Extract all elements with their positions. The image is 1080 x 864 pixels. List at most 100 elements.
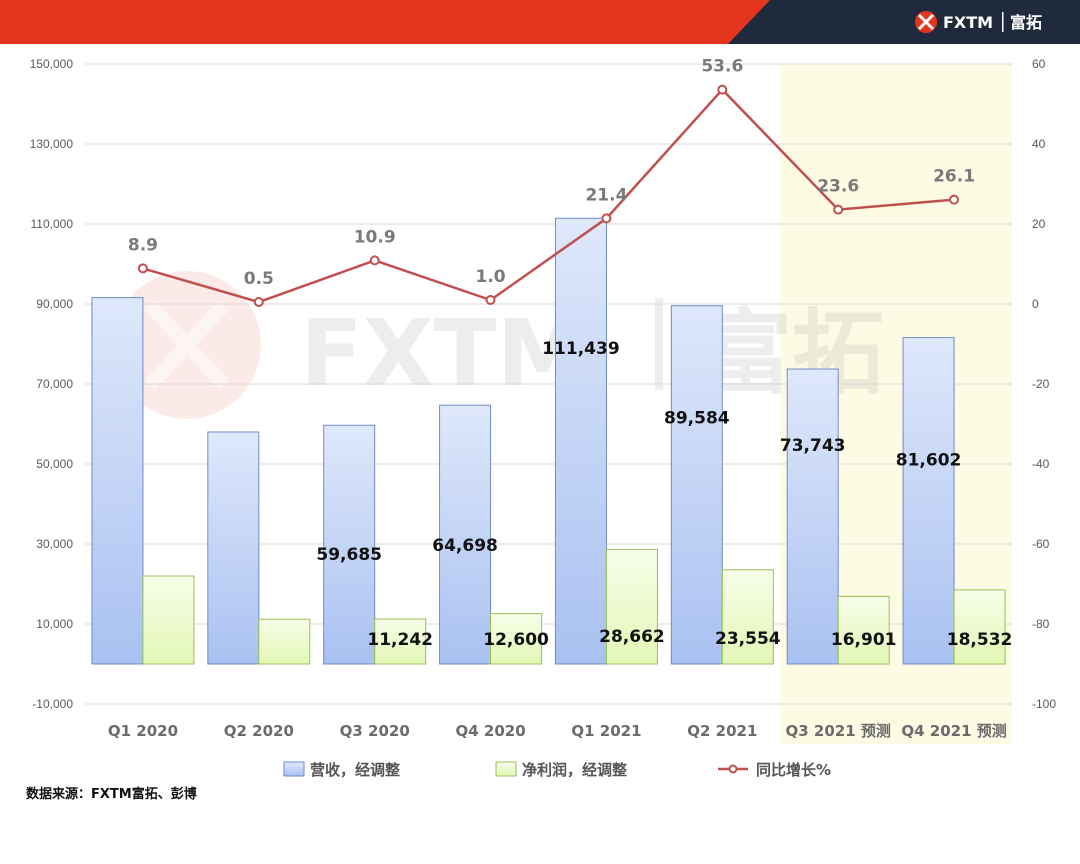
legend-swatch-profit bbox=[495, 761, 517, 777]
profit-bar[interactable] bbox=[258, 618, 311, 665]
growth-data-label: 23.6 bbox=[817, 177, 859, 197]
data-labels: 59,685 64,698 111,439 89,584 73,743 81,602 11,… bbox=[128, 57, 1012, 650]
fxtm-logo: FXTM 富拓 bbox=[915, 11, 1042, 33]
right-tick-label: -100 bbox=[1032, 697, 1056, 711]
profit-bar[interactable] bbox=[953, 589, 1006, 665]
right-tick-label: -20 bbox=[1032, 377, 1050, 391]
profit-bar[interactable] bbox=[490, 613, 543, 665]
revenue-bar[interactable] bbox=[554, 217, 607, 665]
profit-data-label: 16,901 bbox=[831, 630, 897, 650]
left-tick-label: 90,000 bbox=[36, 297, 73, 311]
revenue-bar[interactable] bbox=[323, 424, 376, 665]
header-navy-band bbox=[728, 0, 1080, 44]
growth-point[interactable] bbox=[253, 297, 264, 307]
profit-data-label: 28,662 bbox=[599, 627, 665, 647]
watermark-logo-cross bbox=[144, 300, 230, 390]
profit-data-label: 11,242 bbox=[367, 630, 433, 650]
revenue-bar[interactable] bbox=[91, 297, 144, 665]
growth-data-label: 0.5 bbox=[244, 269, 274, 289]
revenue-bar[interactable] bbox=[670, 305, 723, 665]
category-label: Q1 2020 bbox=[108, 722, 178, 740]
legend-label-revenue: 营收，经调整 bbox=[310, 761, 400, 779]
profit-bar[interactable] bbox=[142, 575, 195, 665]
category-label: Q4 2020 bbox=[455, 722, 525, 740]
profit-bar[interactable] bbox=[837, 595, 890, 665]
profit-bar[interactable] bbox=[721, 569, 774, 665]
growth-data-label: 53.6 bbox=[701, 57, 743, 77]
legend-swatch-revenue bbox=[283, 761, 305, 777]
profit-bar[interactable] bbox=[605, 548, 658, 665]
revenue-bar[interactable] bbox=[439, 404, 492, 665]
right-tick-label: 20 bbox=[1032, 217, 1046, 231]
source-note: 数据来源：FXTM富拓、彭博 bbox=[26, 786, 197, 802]
growth-data-label: 26.1 bbox=[933, 167, 975, 187]
left-tick-label: 150,000 bbox=[30, 57, 74, 71]
left-axis: -10,000 10,000 30,000 50,000 70,000 90,000 110… bbox=[30, 57, 74, 711]
chart-card: FXTM 富拓 FXTM 富拓 -10,000 10,000 30,000 50,00… bbox=[0, 0, 1080, 802]
growth-point[interactable] bbox=[485, 295, 496, 305]
legend-item-growth[interactable]: 同比增长% bbox=[718, 761, 831, 779]
growth-point[interactable] bbox=[949, 194, 960, 205]
growth-point[interactable] bbox=[601, 213, 612, 224]
growth-point[interactable] bbox=[369, 255, 380, 266]
bar-series bbox=[91, 217, 1006, 665]
logo-text: FXTM bbox=[943, 13, 993, 32]
growth-data-label: 8.9 bbox=[128, 235, 158, 255]
right-tick-label: -80 bbox=[1032, 617, 1050, 631]
watermark-text: FXTM bbox=[300, 300, 588, 407]
left-tick-label: 70,000 bbox=[36, 377, 73, 391]
revenue-data-label: 64,698 bbox=[432, 536, 498, 556]
logo-text-cn: 富拓 bbox=[1010, 13, 1042, 32]
category-label: Q3 2020 bbox=[340, 722, 410, 740]
growth-point[interactable] bbox=[833, 204, 844, 215]
revenue-data-label: 73,743 bbox=[780, 436, 846, 456]
revenue-bar[interactable] bbox=[902, 337, 955, 665]
growth-line-series bbox=[137, 84, 960, 307]
category-label: Q1 2021 bbox=[571, 722, 641, 740]
left-tick-label: 30,000 bbox=[36, 537, 73, 551]
category-label: Q2 2020 bbox=[224, 722, 294, 740]
profit-data-label: 23,554 bbox=[715, 629, 781, 649]
revenue-bar[interactable] bbox=[786, 368, 839, 665]
legend-item-profit[interactable]: 净利润，经调整 bbox=[495, 761, 627, 779]
watermark-divider bbox=[655, 298, 663, 390]
left-tick-label: 50,000 bbox=[36, 457, 73, 471]
left-tick-label: 110,000 bbox=[31, 217, 74, 231]
growth-data-label: 10.9 bbox=[354, 227, 396, 247]
growth-data-label: 1.0 bbox=[476, 267, 506, 287]
logo-mark-cross bbox=[917, 13, 935, 31]
legend-marker-growth bbox=[728, 764, 738, 774]
revenue-data-label: 89,584 bbox=[664, 409, 730, 429]
right-tick-label: 40 bbox=[1032, 137, 1046, 151]
revenue-data-label: 59,685 bbox=[316, 545, 382, 565]
category-label: Q4 2021 预测 bbox=[901, 722, 1006, 740]
right-tick-label: -40 bbox=[1032, 457, 1050, 471]
revenue-data-label: 81,602 bbox=[896, 451, 962, 471]
growth-line bbox=[142, 87, 955, 304]
category-label: Q2 2021 bbox=[687, 722, 757, 740]
left-tick-label: 10,000 bbox=[36, 617, 73, 631]
profit-bar[interactable] bbox=[374, 618, 427, 665]
watermark: FXTM 富拓 bbox=[113, 271, 884, 419]
left-tick-label: -10,000 bbox=[32, 697, 73, 711]
revenue-bar[interactable] bbox=[207, 431, 260, 665]
legend-label-profit: 净利润，经调整 bbox=[522, 761, 627, 779]
right-tick-label: -60 bbox=[1032, 537, 1050, 551]
revenue-profit-chart: FXTM 富拓 -10,000 10,000 30,000 50,000 70,000 9… bbox=[26, 57, 1056, 802]
brand-header: FXTM 富拓 bbox=[0, 0, 1080, 44]
right-axis: -100 -80 -60 -40 -20 0 20 40 60 bbox=[1032, 57, 1056, 711]
profit-data-label: 18,532 bbox=[947, 630, 1013, 650]
right-tick-label: 0 bbox=[1032, 297, 1039, 311]
legend: 营收，经调整 净利润，经调整 同比增长% bbox=[283, 761, 831, 779]
category-label: Q3 2021 预测 bbox=[785, 722, 890, 740]
profit-data-label: 12,600 bbox=[483, 630, 549, 650]
right-tick-label: 60 bbox=[1032, 57, 1046, 71]
category-labels: Q1 2020 Q2 2020 Q3 2020 Q4 2020 Q1 2021 Q2 20… bbox=[108, 722, 1007, 740]
revenue-data-label: 111,439 bbox=[542, 339, 619, 359]
left-tick-label: 130,000 bbox=[30, 137, 74, 151]
legend-item-revenue[interactable]: 营收，经调整 bbox=[283, 761, 400, 779]
growth-point[interactable] bbox=[137, 263, 148, 274]
logo-divider bbox=[1002, 12, 1004, 32]
growth-point[interactable] bbox=[717, 84, 728, 95]
legend-label-growth: 同比增长% bbox=[756, 761, 831, 779]
